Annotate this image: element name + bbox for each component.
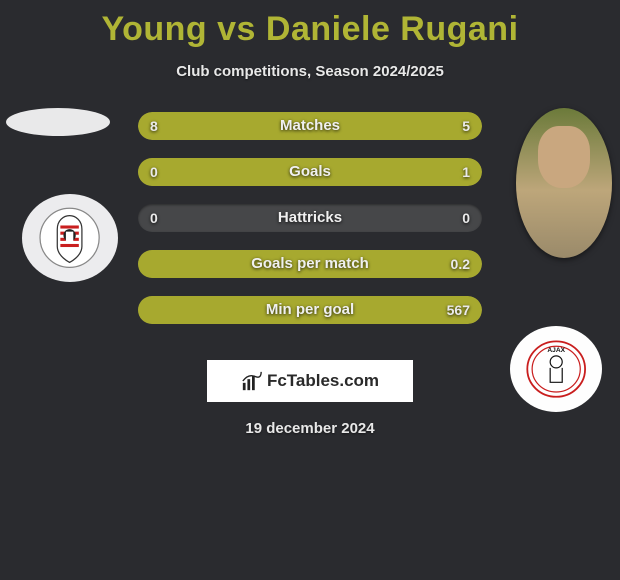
stat-row: 85Matches <box>138 112 482 140</box>
date-label: 19 december 2024 <box>0 420 620 437</box>
ajax-badge-icon: AJAX <box>524 339 588 399</box>
stat-row: 0.2Goals per match <box>138 250 482 278</box>
stat-label: Matches <box>138 112 482 140</box>
site-logo-text: FcTables.com <box>267 371 379 391</box>
subtitle: Club competitions, Season 2024/2025 <box>0 63 620 80</box>
chart-icon <box>241 370 263 392</box>
svg-text:AJAX: AJAX <box>547 347 565 354</box>
avatar-placeholder-icon <box>6 108 110 136</box>
stat-row: 00Hattricks <box>138 204 482 232</box>
stat-label: Min per goal <box>138 296 482 324</box>
club-badge-left <box>22 194 118 282</box>
stat-label: Goals <box>138 158 482 186</box>
page-title: Young vs Daniele Rugani <box>0 0 620 49</box>
player-right-avatar <box>514 108 614 268</box>
stat-bars: 85Matches 01Goals 00Hattricks 0.2Goals per … <box>138 108 482 324</box>
site-logo: FcTables.com <box>207 360 413 402</box>
stat-label: Goals per match <box>138 250 482 278</box>
player-photo-icon <box>516 108 612 258</box>
sparta-badge-icon <box>36 207 103 269</box>
stat-row: 567Min per goal <box>138 296 482 324</box>
club-badge-right: AJAX <box>510 326 602 412</box>
comparison-panel: AJAX 85Matches01Goals00Hattricks0.2Goals… <box>0 108 620 324</box>
stat-row: 01Goals <box>138 158 482 186</box>
stat-label: Hattricks <box>138 204 482 232</box>
player-left-avatar <box>6 108 106 198</box>
